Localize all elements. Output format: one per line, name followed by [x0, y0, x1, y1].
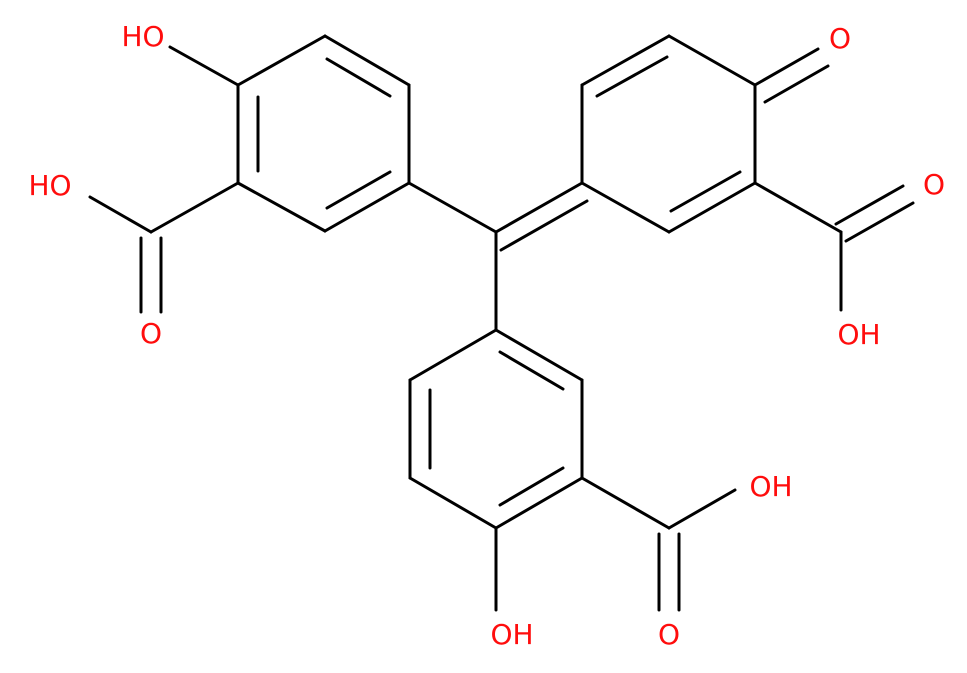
bonds	[88, 34, 915, 612]
atom-label: O	[140, 317, 162, 350]
atom-label: O	[829, 22, 851, 55]
atom-label: HO	[121, 20, 164, 53]
atom-label: O	[923, 168, 945, 201]
atom-label: OH	[837, 318, 880, 351]
atom-label: OH	[490, 618, 533, 651]
atom-label: O	[658, 618, 680, 651]
atom-label: OH	[749, 470, 792, 503]
atom-label: HO	[28, 169, 71, 202]
